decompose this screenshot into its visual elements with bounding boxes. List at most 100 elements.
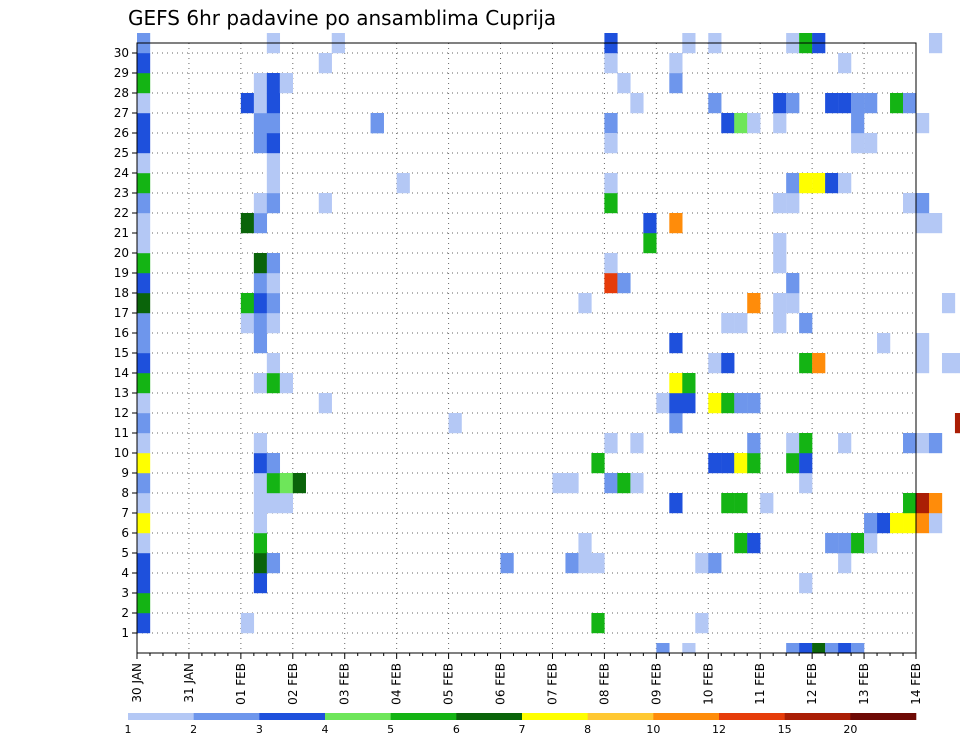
colorbar-label: 4 xyxy=(322,723,329,736)
heatmap-cell xyxy=(734,533,748,554)
heatmap-cell xyxy=(669,413,683,434)
heatmap-cell xyxy=(916,433,930,454)
heatmap-cell xyxy=(747,393,761,414)
heatmap-cell xyxy=(721,493,735,514)
colorbar-label: 20 xyxy=(843,723,857,736)
heatmap-cell xyxy=(137,293,151,314)
heatmap-cell xyxy=(799,433,813,454)
heatmap-cell xyxy=(747,433,761,454)
heatmap-cell xyxy=(825,173,839,194)
heatmap-cell xyxy=(137,373,151,394)
heatmap-cell xyxy=(838,533,852,554)
heatmap-cell xyxy=(656,643,670,653)
heatmap-cell xyxy=(318,393,332,414)
heatmap-cell xyxy=(578,293,592,314)
heatmap-cell xyxy=(137,313,151,334)
y-tick-label: 27 xyxy=(114,106,129,120)
y-tick-label: 24 xyxy=(114,166,129,180)
heatmap-cell xyxy=(916,113,930,134)
heatmap-cell xyxy=(851,113,865,134)
heatmap-cell xyxy=(604,273,618,294)
heatmap-cell xyxy=(903,193,917,214)
y-tick-label: 3 xyxy=(121,586,129,600)
heatmap-cell xyxy=(773,93,787,114)
heatmap-cell xyxy=(786,273,800,294)
heatmap-cell xyxy=(747,453,761,474)
heatmap-cell xyxy=(799,473,813,494)
heatmap-cell xyxy=(916,213,930,234)
heatmap-cell xyxy=(682,393,696,414)
heatmap-cell xyxy=(137,53,151,74)
heatmap-cell xyxy=(578,533,592,554)
heatmap-cell xyxy=(928,493,943,514)
heatmap-cell xyxy=(565,553,579,574)
heatmap-cell xyxy=(279,473,293,494)
heatmap-cell xyxy=(604,133,618,154)
heatmap-cell xyxy=(137,353,151,374)
colorbar-label: 8 xyxy=(584,723,591,736)
colorbar-label: 1 xyxy=(125,723,132,736)
y-tick-label: 2 xyxy=(121,606,129,620)
heatmap-cell xyxy=(799,353,813,374)
heatmap-cell xyxy=(786,293,800,314)
heatmap-cell xyxy=(864,93,878,114)
heatmap-cell xyxy=(851,533,865,554)
heatmap-cell xyxy=(137,533,151,554)
heatmap-cell xyxy=(786,433,800,454)
heatmap-cell xyxy=(253,473,268,494)
heatmap-cell xyxy=(643,213,657,234)
heatmap-cell xyxy=(786,193,800,214)
heatmap-cell xyxy=(877,513,891,534)
heatmap-cell xyxy=(240,293,255,314)
heatmap-cell xyxy=(266,253,281,274)
heatmap-cell xyxy=(292,473,306,494)
y-tick-label: 7 xyxy=(121,506,129,520)
heatmap-cell xyxy=(137,333,151,354)
heatmap-cell xyxy=(760,493,774,514)
heatmap-cell xyxy=(812,643,826,653)
colorbar-segment xyxy=(325,713,391,720)
heatmap-cell xyxy=(851,93,865,114)
heatmap-cell xyxy=(928,433,943,454)
heatmap-cell xyxy=(838,173,852,194)
heatmap-cell xyxy=(708,393,722,414)
y-tick-label: 11 xyxy=(114,426,129,440)
heatmap-cell xyxy=(630,433,644,454)
heatmap-cell xyxy=(941,353,956,374)
heatmap-cell xyxy=(370,113,384,134)
heatmap-cell xyxy=(552,473,566,494)
heatmap-cell xyxy=(253,73,268,94)
heatmap-cell xyxy=(396,173,410,194)
heatmap-cell xyxy=(253,93,268,114)
heatmap-cell xyxy=(916,353,930,374)
heatmap-cell xyxy=(253,313,268,334)
y-tick-label: 28 xyxy=(114,86,129,100)
x-tick-label: 10 FEB xyxy=(701,663,715,705)
y-tick-label: 25 xyxy=(114,146,129,160)
heatmap-cell xyxy=(682,373,696,394)
x-tick-label: 14 FEB xyxy=(909,663,923,705)
heatmap-cell xyxy=(604,253,618,274)
heatmap-cell xyxy=(864,133,878,154)
y-tick-label: 12 xyxy=(114,406,129,420)
heatmap-cell xyxy=(838,93,852,114)
heatmap-cell xyxy=(838,553,852,574)
heatmap-cell xyxy=(137,93,151,114)
heatmap-cell xyxy=(812,353,826,374)
heatmap-cell xyxy=(604,193,618,214)
heatmap-cell xyxy=(253,433,268,454)
heatmap-cell xyxy=(137,413,151,434)
x-tick-label: 06 FEB xyxy=(494,663,508,705)
heatmap-cell xyxy=(721,393,735,414)
heatmap-cell xyxy=(448,413,462,434)
colorbar-label: 5 xyxy=(387,723,394,736)
colorbar-segment xyxy=(784,713,851,720)
heatmap-cell xyxy=(591,553,605,574)
y-tick-label: 29 xyxy=(114,66,129,80)
heatmap-cell xyxy=(799,643,813,653)
heatmap-cell xyxy=(630,473,644,494)
heatmap-cell xyxy=(838,53,852,74)
heatmap-cell xyxy=(253,573,268,594)
heatmap-cell xyxy=(253,273,268,294)
heatmap-cell xyxy=(838,643,852,653)
